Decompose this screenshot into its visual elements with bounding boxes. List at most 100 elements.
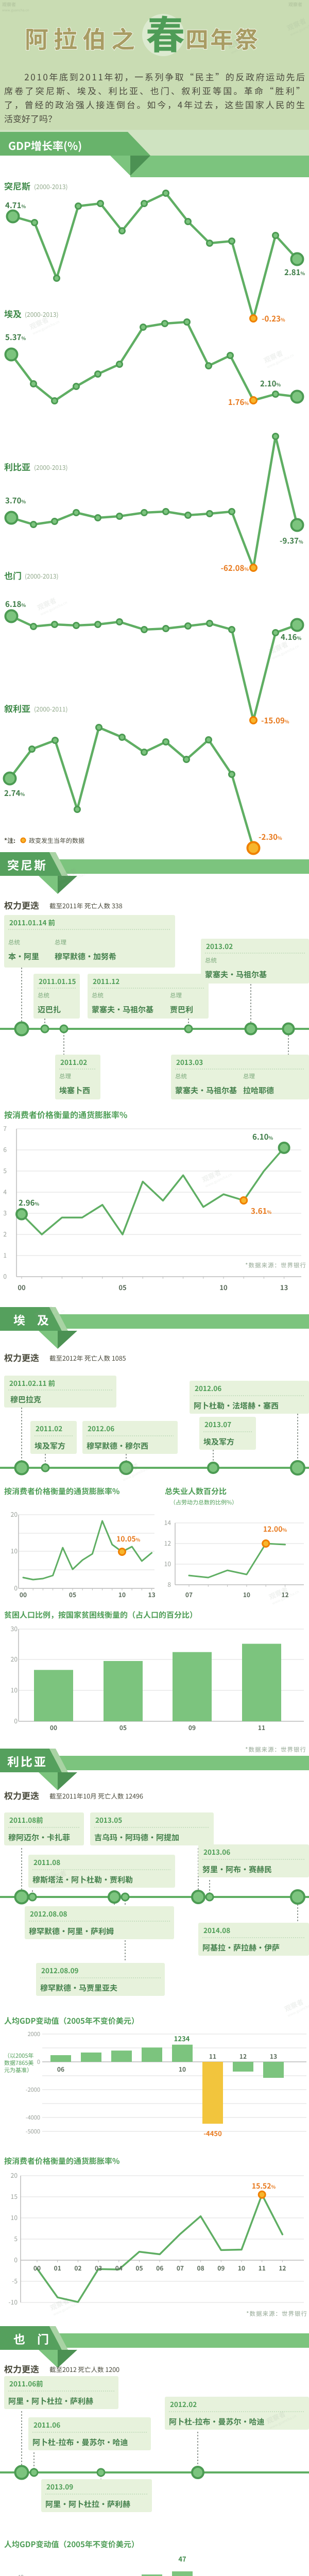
svg-text:埃塞卜西: 埃塞卜西 [59,1085,90,1096]
svg-text:12: 12 [281,1590,288,1599]
svg-text:11: 11 [209,2052,216,2061]
svg-text:*数据来源：世界银行: *数据来源：世界银行 [245,1261,306,1269]
svg-text:3.61%: 3.61% [251,1206,271,1216]
svg-text:按消费者价格衡量的通货膨胀率%: 按消费者价格衡量的通货膨胀率% [4,2156,119,2166]
svg-text:2012.06: 2012.06 [195,1383,221,1393]
svg-text:0: 0 [14,2256,18,2264]
svg-text:埃及: 埃及 [4,307,22,320]
svg-text:-5: -5 [12,2277,18,2285]
svg-text:2013.09: 2013.09 [46,2481,73,2492]
svg-text:贾巴利: 贾巴利 [170,1004,193,1015]
svg-text:0: 0 [3,1272,7,1281]
svg-text:权力更迭: 权力更迭 [4,899,39,911]
svg-text:穆罕默德·阿里·萨利姆: 穆罕默德·阿里·萨利姆 [29,1926,114,1937]
svg-text:及: 及 [37,1311,49,1328]
svg-text:11: 11 [258,1723,265,1732]
svg-text:40: 40 [18,2573,24,2576]
svg-text:5: 5 [3,1166,7,1175]
svg-text:00: 00 [33,2264,41,2273]
svg-text:总统: 总统 [38,991,49,999]
svg-text:门: 门 [37,2330,49,2347]
svg-text:2000: 2000 [28,2030,40,2038]
svg-text:4.71%: 4.71% [5,200,26,211]
svg-text:2011.08前: 2011.08前 [9,1815,43,1825]
svg-text:阿卜杜勒·法塔赫·塞西: 阿卜杜勒·法塔赫·塞西 [194,1400,279,1411]
svg-text:权力更迭: 权力更迭 [4,1351,39,1364]
svg-text:05: 05 [69,1590,76,1599]
svg-text:本·阿里: 本·阿里 [8,951,39,962]
svg-text:3: 3 [3,1209,7,1217]
svg-text:穆罕默德·加努希: 穆罕默德·加努希 [55,951,116,962]
svg-text:2010年底到2011年初，一系列争取“民主”的反政府运动先: 2010年底到2011年初，一系列争取“民主”的反政府运动先后 [4,70,305,83]
svg-text:利比亚: 利比亚 [4,460,30,473]
svg-text:权力更迭: 权力更迭 [4,1789,39,1802]
svg-text:（占劳动力总数的比例%）: （占劳动力总数的比例%） [170,1498,237,1506]
svg-text:GDP增长率(%): GDP增长率(%) [8,138,82,154]
svg-text:0: 0 [37,2058,40,2066]
svg-text:2: 2 [3,1230,7,1239]
svg-text:*数据来源：世界银行: *数据来源：世界银行 [246,2310,307,2318]
svg-text:10: 10 [243,1590,250,1599]
svg-text:2013.02: 2013.02 [206,941,233,951]
svg-text:总统: 总统 [92,991,104,999]
svg-text:6: 6 [3,1145,7,1154]
svg-text:12.00%: 12.00% [263,1524,287,1534]
svg-text:-2.30%: -2.30% [259,832,282,842]
svg-text:2011.08: 2011.08 [33,1857,60,1867]
svg-text:10: 10 [164,1560,171,1568]
svg-text:穆巴拉克: 穆巴拉克 [10,1394,41,1405]
svg-text:2013.07: 2013.07 [204,1419,231,1429]
svg-text:20: 20 [11,1510,18,1519]
svg-text:-9.37%: -9.37% [280,535,303,546]
svg-text:阿基拉·萨拉赫·伊萨: 阿基拉·萨拉赫·伊萨 [202,1942,280,1953]
svg-text:07: 07 [185,1590,193,1599]
svg-text:也: 也 [13,2330,25,2347]
svg-text:突尼斯: 突尼斯 [7,856,47,873]
svg-text:穆斯塔法·阿卜杜勒·贾利勒: 穆斯塔法·阿卜杜勒·贾利勒 [32,1874,133,1885]
svg-text:权力更迭: 权力更迭 [4,2362,39,2375]
svg-text:春: 春 [146,4,185,60]
svg-text:2.96%: 2.96% [19,1197,39,1208]
svg-text:阿卜杜-拉布·曼苏尔·哈迪: 阿卜杜-拉布·曼苏尔·哈迪 [169,2416,265,2427]
svg-text:(2000-2011): (2000-2011) [34,705,68,714]
svg-text:努里·阿布·赛赫民: 努里·阿布·赛赫民 [202,1864,272,1875]
svg-text:15: 15 [11,2192,18,2201]
svg-text:2011.06: 2011.06 [33,2419,60,2430]
svg-text:突尼斯: 突尼斯 [4,179,30,192]
svg-text:阿里·阿卜杜拉·萨利赫: 阿里·阿卜杜拉·萨利赫 [8,2396,93,2406]
svg-text:总理: 总理 [170,991,182,999]
svg-text:1.76%: 1.76% [228,397,249,408]
svg-text:2011.01.15: 2011.01.15 [39,976,76,986]
svg-text:叙利亚: 叙利亚 [4,702,30,715]
svg-text:2013.03: 2013.03 [176,1057,203,1067]
svg-text:观察者: 观察者 [288,1,302,8]
svg-text:10: 10 [11,1547,18,1555]
svg-text:04: 04 [115,2264,123,2273]
svg-text:00: 00 [18,1282,26,1292]
svg-text:(2000-2013): (2000-2013) [25,310,59,319]
svg-text:蒙塞夫·马祖尔基: 蒙塞夫·马祖尔基 [175,1085,237,1096]
svg-text:13: 13 [148,1590,156,1599]
svg-text:*注:: *注: [4,836,15,845]
svg-text:2012.06: 2012.06 [88,1423,114,1433]
svg-text:09: 09 [217,2264,225,2273]
svg-text:10: 10 [11,1686,18,1694]
svg-text:10: 10 [11,2213,18,2222]
svg-text:总统: 总统 [205,956,217,964]
svg-text:05: 05 [135,2264,143,2273]
svg-text:截至2011年10月 死亡人数 12496: 截至2011年10月 死亡人数 12496 [49,1791,143,1801]
svg-text:00: 00 [50,1723,57,1732]
svg-text:人均GDP变动值（2005年不变价美元）: 人均GDP变动值（2005年不变价美元） [4,2539,139,2550]
svg-text:12: 12 [239,2052,247,2061]
svg-text:阿卜杜-拉布·曼苏尔·哈迪: 阿卜杜-拉布·曼苏尔·哈迪 [32,2437,128,2448]
svg-text:1234: 1234 [174,2033,190,2043]
svg-text:5.37%: 5.37% [5,332,26,343]
svg-text:2011.12: 2011.12 [93,976,119,986]
svg-text:2013.06: 2013.06 [203,1846,230,1857]
svg-text:政变发生当年的数据: 政变发生当年的数据 [29,836,84,845]
svg-text:0: 0 [14,1584,18,1592]
svg-text:10: 10 [219,1282,228,1292]
svg-text:总统: 总统 [175,1072,187,1080]
svg-text:埃及军方: 埃及军方 [203,1436,234,1447]
svg-text:20: 20 [11,2171,18,2180]
